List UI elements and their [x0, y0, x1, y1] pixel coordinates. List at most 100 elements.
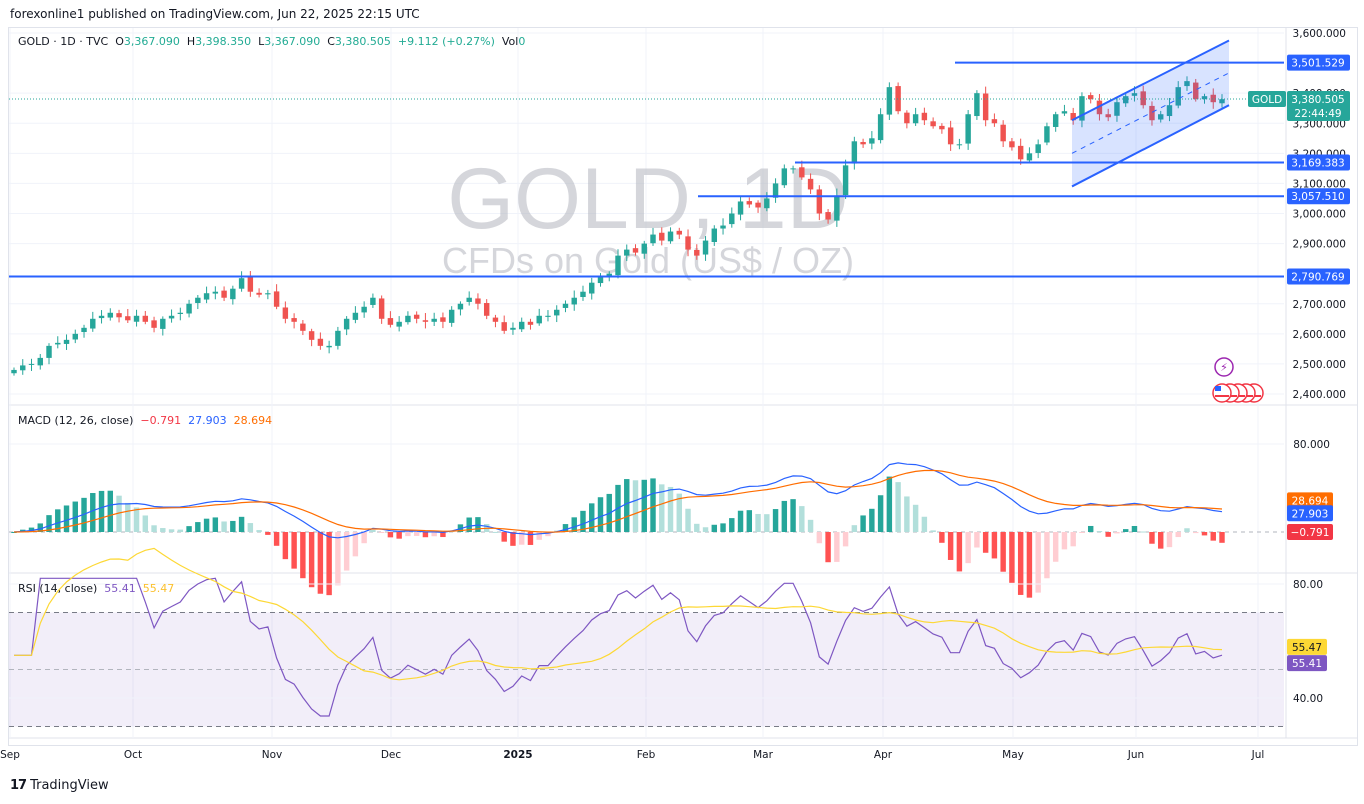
macd-hist-bar [711, 524, 718, 532]
candle-body [580, 291, 586, 298]
macd-hist-bar [142, 515, 149, 532]
interval[interactable]: 1D [60, 35, 76, 48]
time-axis-label: Apr [874, 749, 893, 761]
candle-body [55, 342, 61, 345]
macd-hist-bar [326, 532, 332, 596]
macd-hist-bar [825, 532, 831, 563]
candle-body [764, 198, 770, 209]
candle-body [545, 315, 551, 317]
macd-hist-bar [387, 532, 394, 538]
candle-body [63, 339, 70, 344]
macd-hist-bar [422, 532, 429, 538]
candle-body [1166, 105, 1173, 117]
candle-body [396, 321, 402, 327]
candle-body [343, 318, 350, 330]
candle-body [930, 121, 936, 127]
macd-title[interactable]: MACD (12, 26, close) [18, 414, 134, 427]
symbol-name[interactable]: GOLD [18, 35, 50, 48]
level-price-badge [1287, 154, 1350, 171]
macd-hist-badge [1287, 524, 1333, 540]
macd-hist-bar [308, 532, 315, 588]
candle-body [212, 291, 219, 294]
candle-body [361, 306, 367, 313]
price-axis-tick: 2,600.000 [1293, 329, 1346, 341]
candle-body [518, 321, 525, 330]
candle-body [729, 213, 735, 225]
price-axis-tick: 3,000.000 [1293, 209, 1346, 221]
candle-body [991, 119, 998, 124]
change-value: +9.112 (+0.27%) [397, 35, 495, 48]
macd-hist-bar [1166, 532, 1173, 548]
macd-hist-bar [317, 532, 324, 594]
candle-body [265, 293, 271, 295]
macd-hist-bar [650, 478, 656, 532]
macd-hist-bar [195, 522, 201, 532]
candle-body [641, 243, 647, 254]
watermark-title: GOLD, 1D [447, 151, 848, 247]
price-axis-tick: 2,900.000 [1293, 239, 1346, 251]
macd-hist-bar [694, 523, 700, 532]
candle-body [98, 315, 105, 319]
tradingview-logo[interactable]: 17 TradingView [10, 778, 109, 793]
candle-body [1044, 126, 1050, 143]
macd-hist-bar [781, 500, 788, 532]
candle-body [1087, 95, 1094, 100]
macd-line[interactable] [13, 462, 1223, 539]
time-axis-label: Jun [1127, 749, 1144, 761]
macd-hist-bar [1131, 525, 1138, 532]
macd-hist-bar [1210, 532, 1216, 541]
time-axis-label: Mar [753, 749, 773, 761]
time-axis-label: Dec [381, 749, 402, 761]
time-axis-label: Feb [637, 749, 656, 761]
rsi-line[interactable] [14, 577, 1223, 717]
macd-hist-bar [37, 523, 43, 532]
rsi-value: 55.41 [104, 582, 136, 595]
candle-body [1070, 113, 1076, 121]
macd-hist-bar [790, 499, 796, 532]
lightning-event-icon[interactable] [1214, 357, 1234, 377]
tradingview-logo-icon: 17 [10, 778, 27, 793]
macd-hist-bar [492, 531, 499, 533]
candle-body [413, 314, 420, 319]
candle-body [939, 125, 945, 130]
tradingview-logo-text: TradingView [30, 778, 109, 793]
macd-hist-bar [746, 510, 753, 532]
bar-countdown-label: 22:44:49 [1294, 108, 1341, 120]
rsi-title[interactable]: RSI (14, close) [18, 582, 98, 595]
rsi-ma-line[interactable] [14, 547, 1223, 681]
macd-hist-bar [1079, 532, 1085, 533]
macd-hist-bar [203, 518, 210, 532]
macd-hist-bar [291, 532, 297, 569]
candle-body [1000, 124, 1006, 142]
candle-body [378, 298, 385, 319]
macd-hist-bar [1052, 532, 1059, 562]
candle-body [562, 303, 569, 308]
candle-body [352, 312, 359, 320]
macd-hist-bar [580, 510, 586, 532]
candle-body [711, 228, 718, 243]
macd-hist-bar [335, 532, 341, 586]
rsi-axis-tick: 40.00 [1293, 693, 1323, 705]
time-axis-label: Sep [0, 749, 20, 761]
candle-body [300, 323, 306, 331]
macd-hist-bar [956, 532, 963, 572]
macd-hist-bar [510, 532, 516, 546]
macd-hist-bar [834, 532, 840, 562]
low-value: 3,367.090 [264, 35, 321, 48]
macd-hist-bar [265, 532, 271, 535]
candle-body [869, 138, 875, 144]
macd-hist-bar [895, 482, 901, 532]
candle-body [755, 202, 761, 208]
macd-hist-bar [755, 513, 761, 532]
channel-lower-line[interactable] [1071, 104, 1230, 188]
macd-hist-bar [370, 529, 376, 532]
channel-upper-line[interactable] [1071, 39, 1230, 122]
macd-hist-bar [151, 525, 157, 532]
time-axis-label: Oct [124, 749, 142, 761]
macd-signal-line[interactable] [13, 469, 1223, 533]
candle-body [737, 201, 744, 215]
macd-hist-bar [413, 532, 420, 536]
macd-hist-bar [982, 532, 989, 553]
candle-body [527, 321, 534, 325]
